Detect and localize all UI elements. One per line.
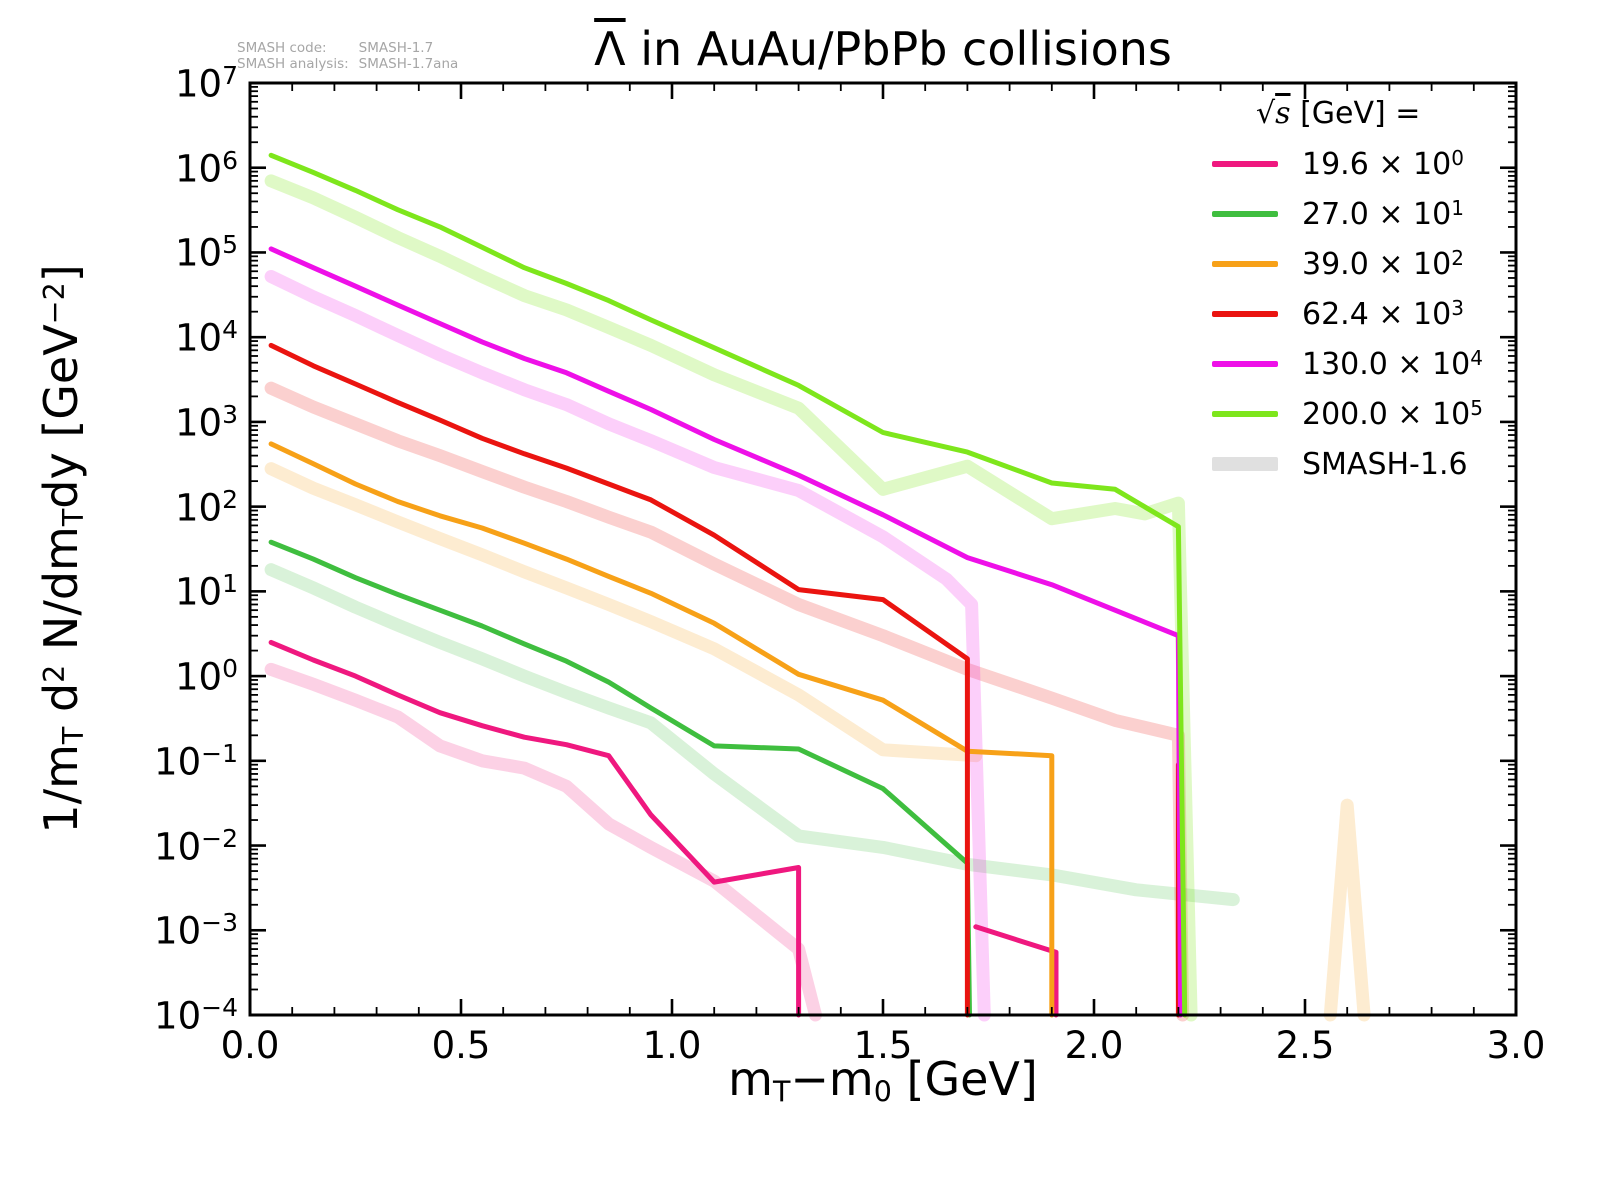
y-tick-label: 10−3 [154, 908, 238, 953]
legend-swatch [1212, 311, 1278, 317]
particle-symbol: Λ [594, 22, 626, 76]
series-line [268, 342, 970, 1018]
y-tick-label: 100 [175, 653, 238, 699]
smash-analysis-label: SMASH analysis: [237, 56, 349, 72]
series-line [264, 270, 991, 1022]
legend-swatch [1212, 361, 1278, 367]
x-axis-label: mT−m0 [GeV] [728, 1052, 1038, 1109]
y-tick-label: 10−4 [154, 992, 238, 1038]
legend-title: √s [GeV] = [1256, 96, 1421, 131]
legend-label: SMASH-1.6 [1302, 446, 1468, 482]
y-tick-label: 106 [175, 145, 238, 190]
x-tick-label: 3.0 [1486, 1024, 1546, 1067]
legend-label: 62.4 × 103 [1302, 296, 1464, 332]
legend-entry: SMASH-1.6 [1212, 439, 1552, 489]
x-tick-label: 1.5 [853, 1024, 913, 1067]
legend-swatch [1212, 411, 1278, 417]
series-line [268, 152, 1188, 1018]
x-tick-label: 2.5 [1275, 1024, 1335, 1067]
series-line [264, 462, 983, 763]
axes-frame [248, 81, 1518, 1017]
legend-entry: 200.0 × 105 [1212, 389, 1552, 439]
series-line [264, 174, 1198, 1022]
legend-entry: 27.0 × 101 [1212, 189, 1552, 239]
y-tick-label: 104 [175, 314, 238, 360]
y-tick-label: 102 [175, 484, 238, 529]
chart-title: Λ in AuAu/PbPb collisions [594, 22, 1172, 76]
legend-label: 19.6 × 100 [1302, 146, 1464, 182]
x-tick-label: 1.0 [642, 1024, 702, 1067]
series-line [973, 924, 1059, 1018]
legend-entry: 19.6 × 100 [1212, 139, 1552, 189]
y-tick-label: 107 [175, 60, 238, 106]
series-line [264, 381, 1190, 1022]
y-tick-label: 103 [175, 399, 238, 445]
series-line [268, 441, 1055, 1018]
legend-label: 39.0 × 102 [1302, 246, 1464, 282]
series-line [264, 563, 1240, 907]
series-line [264, 662, 822, 1022]
legend-entry: 130.0 × 104 [1212, 339, 1552, 389]
y-tick-label: 10−1 [154, 738, 238, 784]
y-axis-label: 1/mT d2 N/dmTdy [GeV−2] [33, 264, 91, 834]
legend-entries: 19.6 × 100 27.0 × 101 39.0 × 102 62.4 × 103… [1212, 139, 1552, 489]
legend-label: 130.0 × 104 [1302, 346, 1484, 382]
series-line [268, 539, 972, 1018]
legend: √s [GeV] = 19.6 × 100 27.0 × 101 39.0 × 10… [1212, 96, 1552, 489]
legend-entry: 39.0 × 102 [1212, 239, 1552, 289]
smash-analysis-value: SMASH-1.7ana [358, 56, 459, 72]
legend-swatch [1212, 211, 1278, 217]
x-tick-label: 2.0 [1064, 1024, 1124, 1067]
series-line [1323, 798, 1371, 1022]
legend-swatch [1212, 457, 1278, 471]
series-line [268, 246, 1183, 1018]
y-tick-label: 101 [175, 569, 238, 614]
series-line [268, 639, 802, 1018]
legend-swatch [1212, 261, 1278, 267]
x-tick-label: 0.0 [220, 1024, 280, 1067]
legend-label: 200.0 × 105 [1302, 396, 1484, 432]
smash-version-annotation: SMASH code: SMASH-1.7 SMASH analysis: SM… [237, 40, 458, 72]
legend-label: 27.0 × 101 [1302, 196, 1464, 232]
x-tick-label: 0.5 [431, 1024, 491, 1067]
legend-entry: 62.4 × 103 [1212, 289, 1552, 339]
smash-code-label: SMASH code: [237, 40, 327, 56]
smash-code-value: SMASH-1.7 [358, 40, 434, 56]
chart-title-text: in AuAu/PbPb collisions [625, 22, 1172, 76]
legend-swatch [1212, 161, 1278, 167]
y-tick-label: 105 [175, 230, 238, 275]
sqrt-symbol: √ [1256, 96, 1276, 131]
y-tick-label: 10−2 [154, 823, 238, 868]
